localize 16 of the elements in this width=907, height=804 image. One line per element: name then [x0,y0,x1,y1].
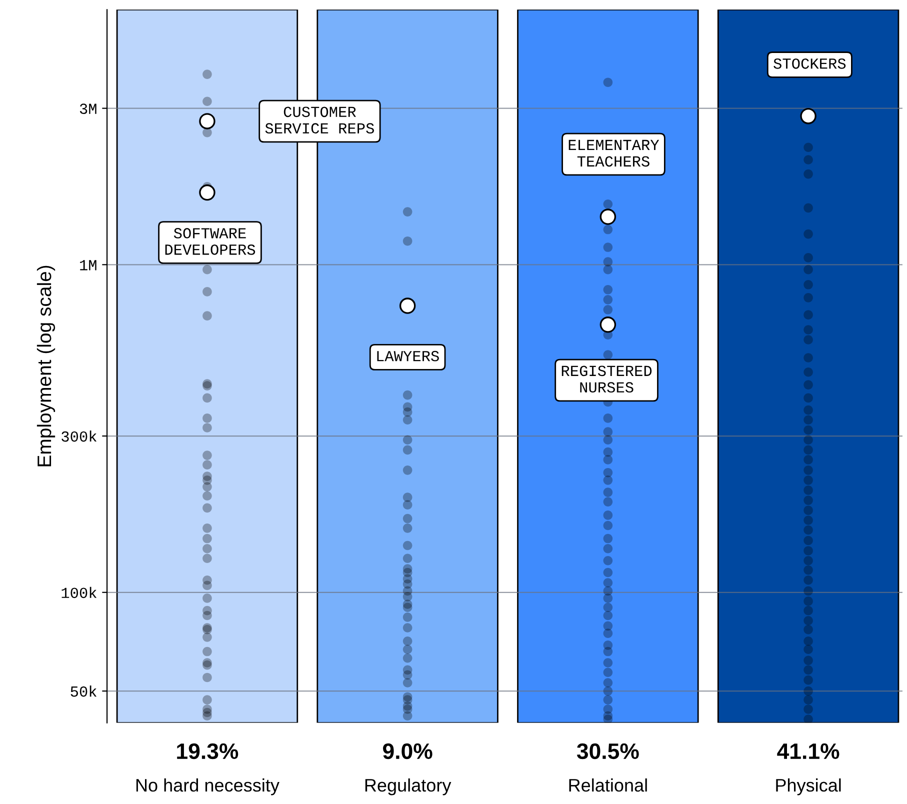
x-tick-label: 9.0% Regulatory [365,743,452,796]
annotation: SOFTWARE DEVELOPERS [165,228,256,255]
y-axis-title: Employment (log scale) [36,266,56,466]
y-tick-label: 3M [80,104,96,114]
annotation: STOCKERS [774,58,846,69]
y-tick-label: 1M [80,260,96,270]
x-tick-label: 41.1% Physical [776,743,841,796]
x-tick-label: 30.5% Relational [569,743,647,792]
x-tick-label: 19.3% No hard necessity [136,743,280,796]
annotation: LAWYERS [377,350,439,362]
annotation: REGISTERED NURSES [562,366,652,393]
annotation: ELEMENTARY TEACHERS [568,140,660,167]
y-tick-label: 300k [62,430,97,442]
annotation: CUSTOMER SERVICE REPS [265,106,374,134]
y-tick-label: 50k [70,686,97,697]
y-tick-label: 100k [62,586,97,598]
